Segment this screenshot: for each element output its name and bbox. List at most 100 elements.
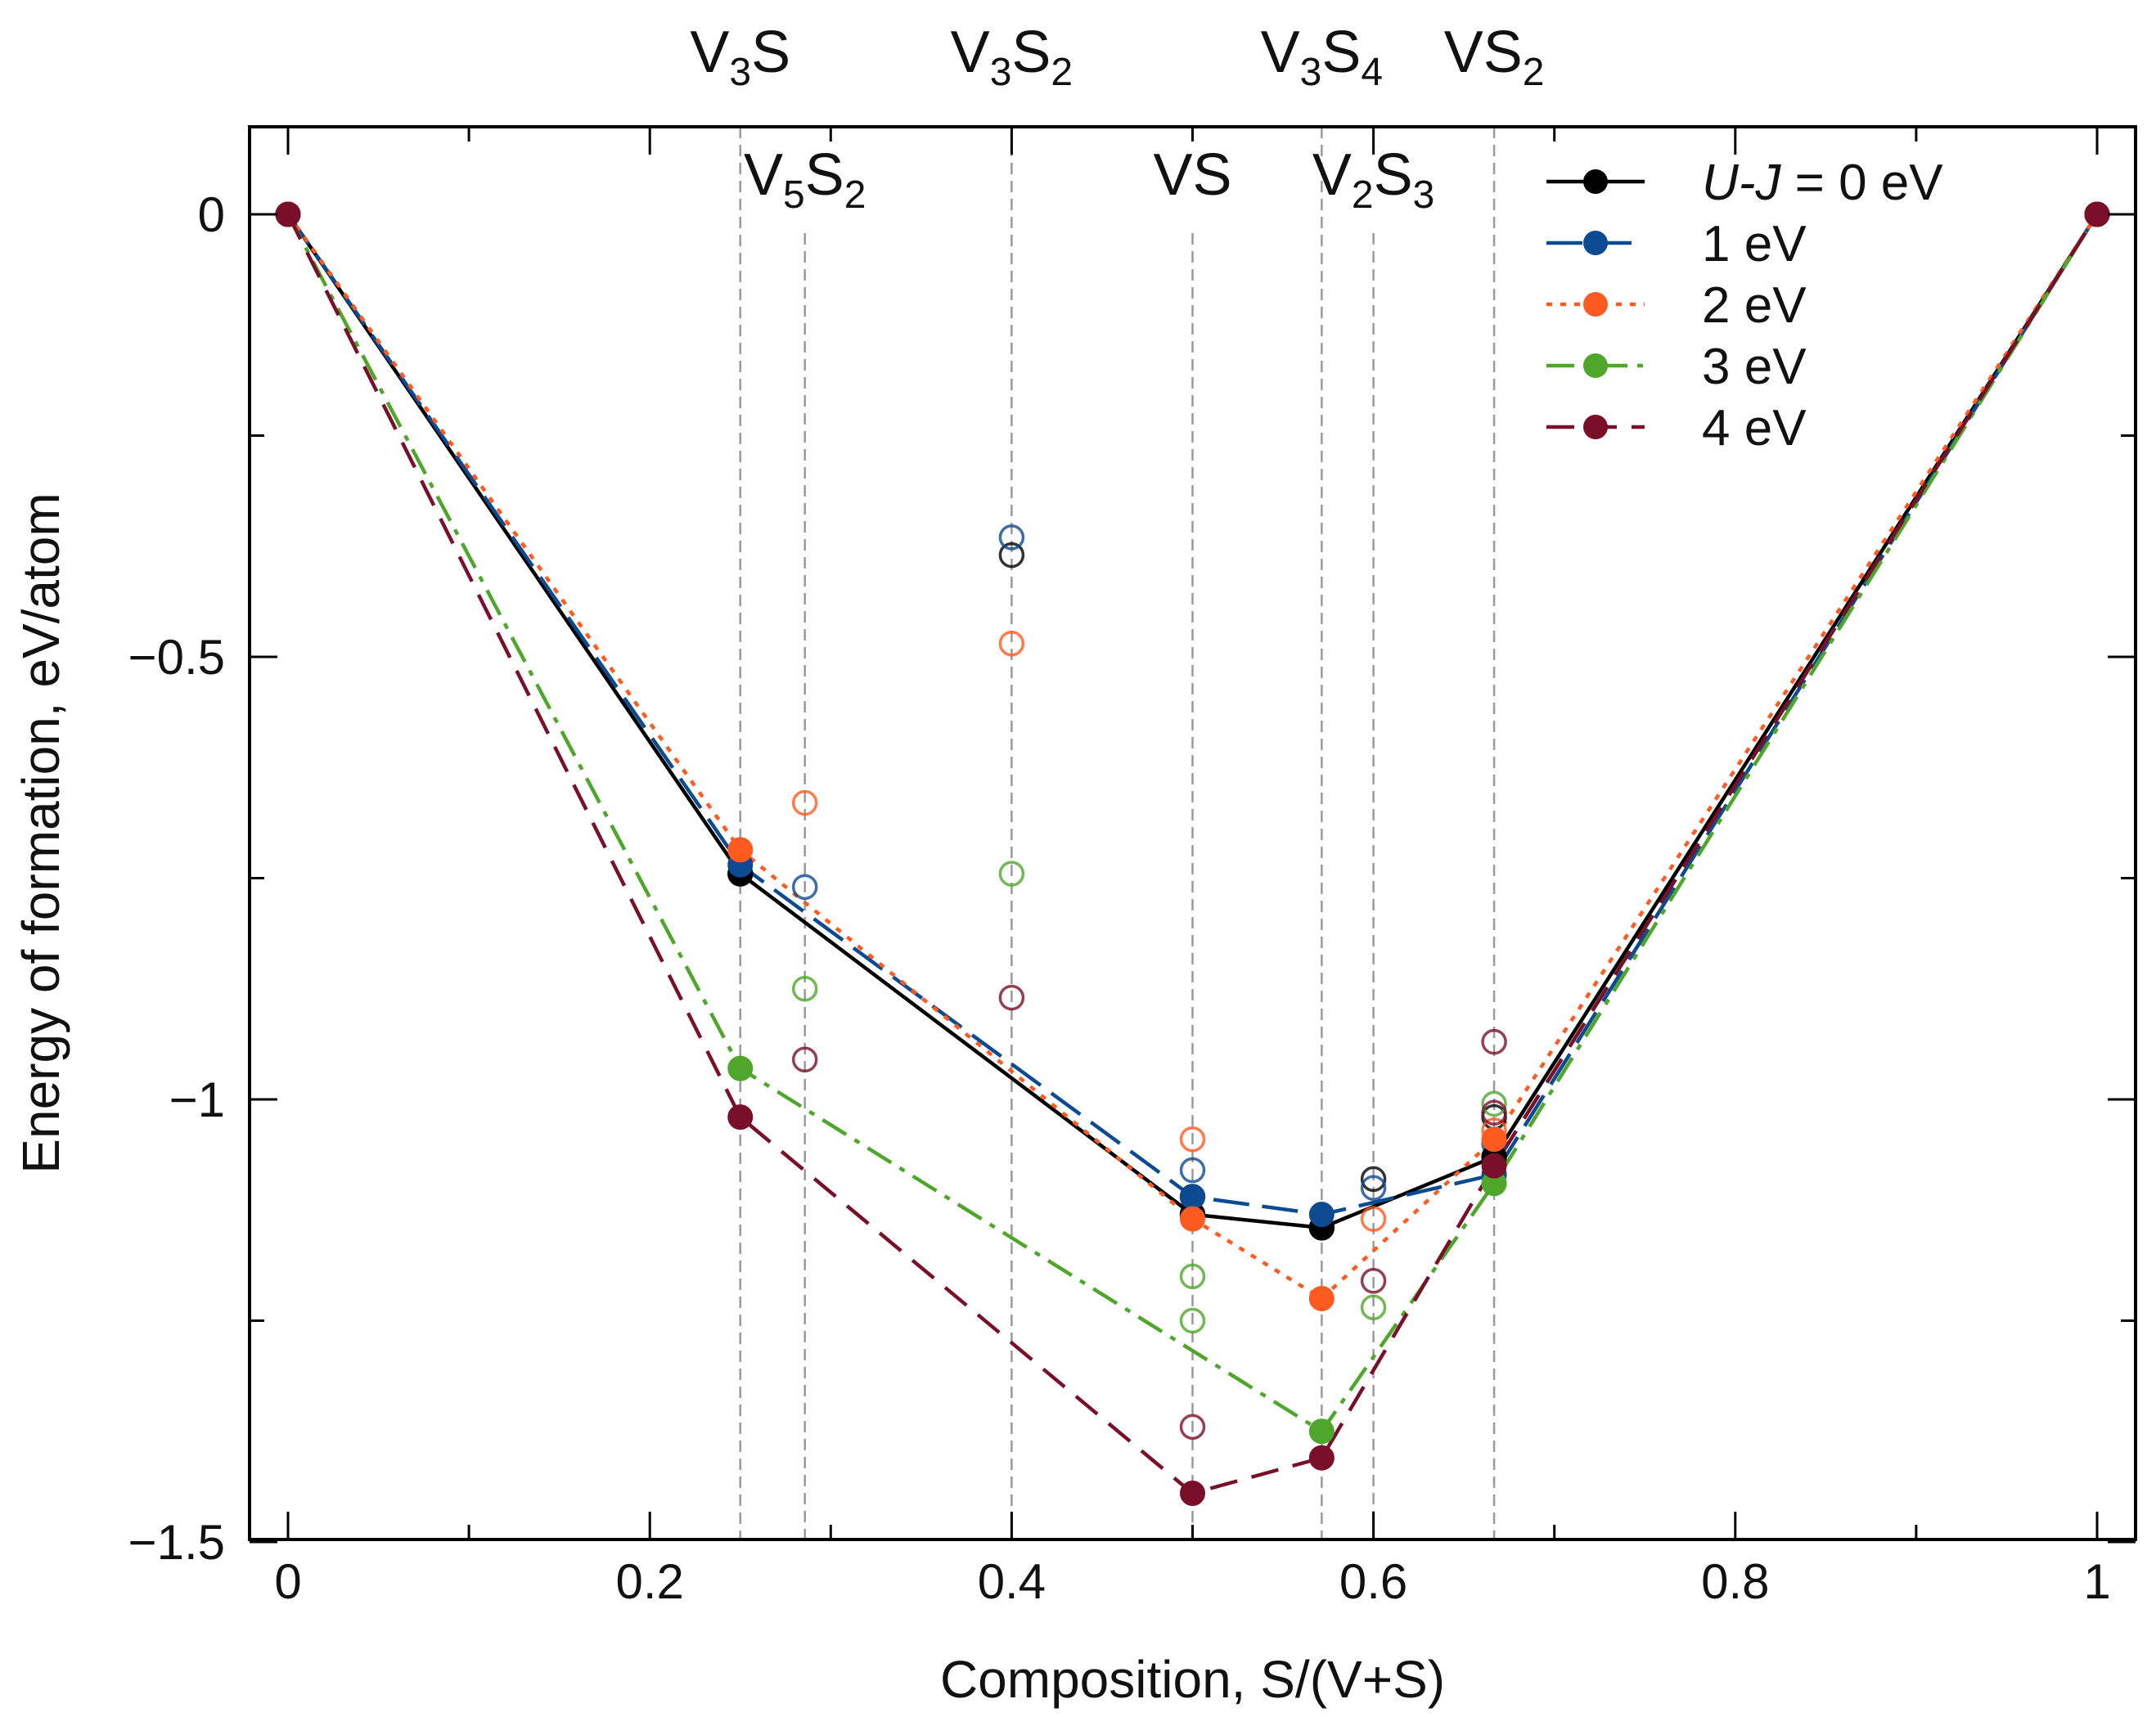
- hull-point: [2084, 201, 2110, 227]
- phase-label-subscript: 2: [844, 173, 866, 217]
- metastable-point: [998, 861, 1025, 887]
- hull-point: [727, 1104, 754, 1130]
- x-tick-label: 0: [274, 1554, 301, 1609]
- metastable-point: [791, 874, 818, 901]
- phase-guide-lines: [739, 127, 1496, 1539]
- hull-point: [1308, 1285, 1335, 1311]
- metastable-point: [1179, 1414, 1206, 1441]
- legend-label: 4 eV: [1702, 400, 1807, 456]
- hull-point: [727, 1055, 754, 1081]
- phase-label-text: V: [951, 20, 990, 85]
- hull-point: [1180, 1480, 1205, 1506]
- phase-label-text: S: [1374, 142, 1413, 208]
- legend-label-text: = 0 eV: [1780, 155, 1943, 211]
- phase-label-subscript: 5: [783, 173, 805, 217]
- phase-label: V2S3: [1312, 142, 1434, 217]
- metastable-point: [1360, 1268, 1387, 1294]
- phase-label-subscript: 4: [1361, 51, 1383, 94]
- metastable-point: [1481, 1028, 1507, 1055]
- legend-marker: [1583, 353, 1608, 378]
- legend-marker: [1583, 231, 1608, 255]
- x-tick-label: 0.4: [978, 1554, 1046, 1609]
- hull-point: [1180, 1184, 1205, 1210]
- y-tick-label: 0: [198, 187, 225, 242]
- metastable-point: [1179, 1126, 1206, 1153]
- phase-label-subscript: 3: [729, 51, 751, 94]
- metastable-point: [1481, 1099, 1507, 1126]
- hull-point: [275, 201, 301, 227]
- metastable-point: [1179, 1157, 1206, 1184]
- phase-label-text: S: [1483, 20, 1523, 85]
- legend-label: U-J = 0 eV: [1702, 155, 1943, 211]
- y-tick-label: −0.5: [128, 630, 225, 685]
- metastable-point: [998, 524, 1025, 551]
- legend-marker: [1583, 292, 1608, 317]
- hull-point: [1308, 1445, 1335, 1471]
- metastable-point: [1179, 1263, 1206, 1290]
- y-axis-label: Energy of formation, eV/atom: [11, 492, 70, 1173]
- legend-label: 2 eV: [1702, 277, 1807, 334]
- hull-point: [1481, 1153, 1507, 1179]
- legend: U-J = 0 eV1 eV2 eV3 eV4 eV: [1546, 155, 1943, 456]
- x-tick-label: 0.8: [1701, 1554, 1769, 1609]
- series-line: [286, 213, 2099, 1301]
- series-points: [275, 201, 2110, 1506]
- x-tick-label: 1: [2083, 1554, 2110, 1609]
- phase-label-subscript: 2: [1352, 173, 1374, 217]
- phase-label-text: S: [805, 142, 844, 208]
- phase-label-text: S: [1011, 20, 1051, 85]
- phase-label-text: V: [1444, 20, 1483, 85]
- phase-label-text: S: [1193, 142, 1232, 208]
- phase-label: V3S4: [1261, 20, 1383, 94]
- phase-label-subscript: 3: [1413, 173, 1435, 217]
- phase-label-text: V: [690, 20, 729, 85]
- x-tick-label: 0.2: [615, 1554, 683, 1609]
- x-axis-label: Composition, S/(V+S): [940, 1650, 1445, 1709]
- metastable-point: [998, 631, 1025, 657]
- hull-point: [1180, 1206, 1205, 1232]
- metastable-point: [1360, 1166, 1387, 1193]
- phase-label: V5S2: [744, 142, 866, 217]
- y-tick-label: −1.5: [128, 1515, 225, 1570]
- hull-point: [1308, 1202, 1335, 1228]
- phase-label: VS: [1153, 142, 1231, 208]
- legend-label: 3 eV: [1702, 339, 1807, 395]
- metastable-point: [791, 789, 818, 816]
- metastable-point: [1179, 1307, 1206, 1334]
- axis-ticks: 0 0.2 0.4 0.6 0.8 1 0 −0.5 −1 −1.5: [128, 127, 2136, 1609]
- metastable-point: [791, 976, 818, 1002]
- metastable-point: [998, 984, 1025, 1011]
- phase-label-text: S: [1321, 20, 1361, 85]
- metastable-point: [1481, 1090, 1507, 1117]
- legend-label-italic: U-J: [1702, 155, 1781, 211]
- phase-label-text: S: [751, 20, 790, 85]
- metastable-point: [1360, 1294, 1387, 1321]
- phase-label-text: V: [1261, 20, 1300, 85]
- phase-label-text: V: [744, 142, 783, 208]
- hull-point: [727, 837, 754, 863]
- phase-label: VS2: [1444, 20, 1545, 94]
- metastable-point: [1360, 1206, 1387, 1232]
- metastable-point: [791, 1046, 818, 1073]
- phase-label-text: V: [1312, 142, 1352, 208]
- legend-label: 1 eV: [1702, 216, 1807, 272]
- metastable-point: [998, 542, 1025, 569]
- series-line: [286, 213, 2099, 1216]
- legend-marker: [1583, 415, 1608, 439]
- x-tick-label: 0.6: [1339, 1554, 1407, 1609]
- hull-point: [1481, 1126, 1507, 1153]
- series-line: [286, 213, 2099, 1230]
- series-line: [286, 213, 2099, 1495]
- hull-point: [1308, 1418, 1335, 1445]
- phase-label-subscript: 3: [1300, 51, 1322, 94]
- phase-label-text: V: [1153, 142, 1192, 208]
- phase-label: V3S2: [951, 20, 1073, 94]
- phase-label-subscript: 2: [1523, 51, 1545, 94]
- y-tick-label: −1: [169, 1072, 225, 1127]
- phase-label-subscript: 2: [1051, 51, 1073, 94]
- phase-label: V3S: [690, 20, 790, 94]
- phase-label-subscript: 3: [990, 51, 1012, 94]
- metastable-point: [1360, 1175, 1387, 1201]
